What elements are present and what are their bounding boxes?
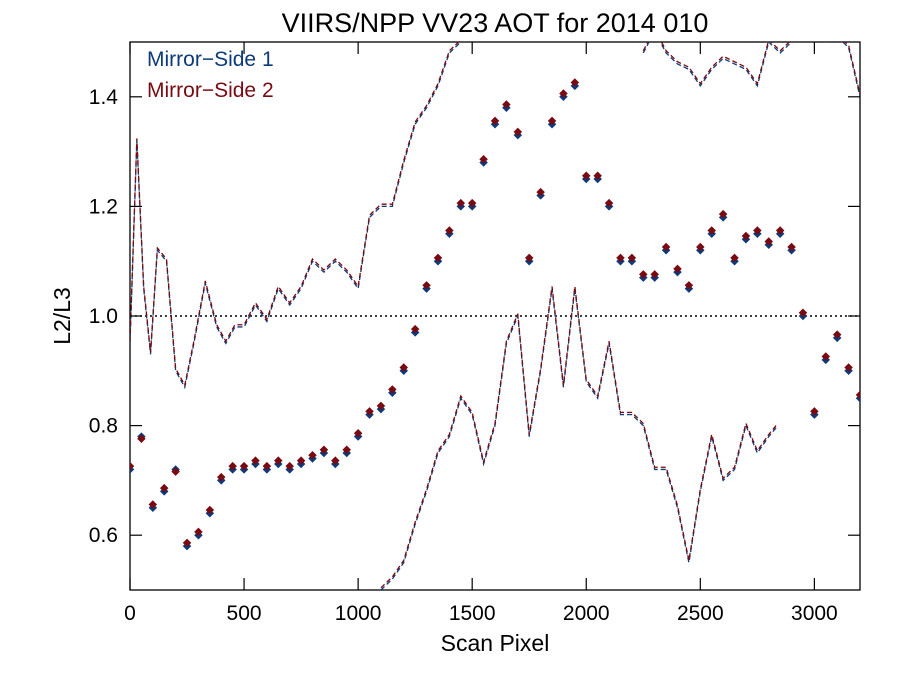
- data-point: [274, 456, 283, 465]
- envelope-line: [380, 286, 779, 589]
- data-point: [296, 456, 306, 465]
- x-tick-label: 1500: [449, 602, 496, 625]
- data-point: [673, 264, 682, 274]
- x-tick-label: 3000: [791, 602, 838, 625]
- data-point: [319, 445, 329, 454]
- data-point: [228, 461, 237, 471]
- x-tick-label: 2000: [563, 602, 610, 625]
- x-tick-label: 500: [227, 602, 262, 625]
- data-point: [137, 434, 146, 443]
- data-point: [285, 461, 294, 471]
- data-point: [331, 456, 340, 465]
- x-tick-label: 0: [124, 602, 136, 625]
- x-tick-label: 2500: [677, 602, 724, 625]
- data-point: [832, 330, 842, 339]
- data-point: [410, 324, 420, 334]
- x-axis-label: Scan Pixel: [441, 630, 550, 656]
- y-tick-label: 1.4: [89, 86, 119, 109]
- data-point: [445, 226, 454, 235]
- x-tick-label: 1000: [335, 602, 382, 625]
- y-tick-label: 0.8: [89, 415, 118, 438]
- data-point: [399, 363, 408, 372]
- data-point: [130, 461, 135, 471]
- data-point: [490, 116, 500, 126]
- data-point: [342, 445, 351, 454]
- data-point: [239, 461, 249, 471]
- data-point: [422, 281, 431, 290]
- data-point: [388, 385, 397, 394]
- data-point: [308, 450, 317, 460]
- data-point: [148, 500, 158, 509]
- data-point: [159, 483, 169, 493]
- data-point: [251, 456, 260, 465]
- y-axis-label: L2/L3: [49, 287, 75, 345]
- envelope-line: [380, 288, 779, 590]
- legend-item-mirror-side-1: Mirror−Side 1: [147, 48, 274, 71]
- data-point: [171, 467, 180, 476]
- legend: Mirror−Side 1 Mirror−Side 2: [147, 48, 274, 102]
- data-point: [821, 352, 831, 361]
- data-point: [479, 155, 488, 164]
- data-point: [810, 407, 819, 416]
- data-point: [502, 100, 511, 109]
- y-tick-label: 1.0: [89, 305, 118, 328]
- data-point: [467, 198, 477, 208]
- plot-area: 0 500 1000 1500 2000 2500 3000 0.6 0.8 1.0 1.2 1.4: [89, 41, 861, 625]
- y-tick-label: 0.6: [89, 524, 118, 547]
- data-point: [844, 363, 853, 372]
- chart-title: VIIRS/NPP VV23 AOT for 2014 010: [282, 8, 709, 38]
- envelope-line: [642, 42, 860, 95]
- data-point: [217, 472, 226, 482]
- y-tick-label: 1.2: [89, 195, 118, 218]
- data-point: [262, 461, 272, 471]
- data-point: [353, 429, 363, 438]
- data-point: [798, 308, 808, 317]
- legend-item-mirror-side-2: Mirror−Side 2: [147, 79, 274, 102]
- data-point: [639, 270, 648, 279]
- data-point: [684, 281, 694, 290]
- envelope-line: [642, 42, 860, 97]
- envelope-line: [130, 42, 460, 387]
- data-point: [456, 198, 466, 208]
- data-point: [855, 390, 860, 400]
- data-point: [376, 401, 386, 411]
- data-point: [650, 270, 659, 279]
- data-point: [365, 407, 374, 416]
